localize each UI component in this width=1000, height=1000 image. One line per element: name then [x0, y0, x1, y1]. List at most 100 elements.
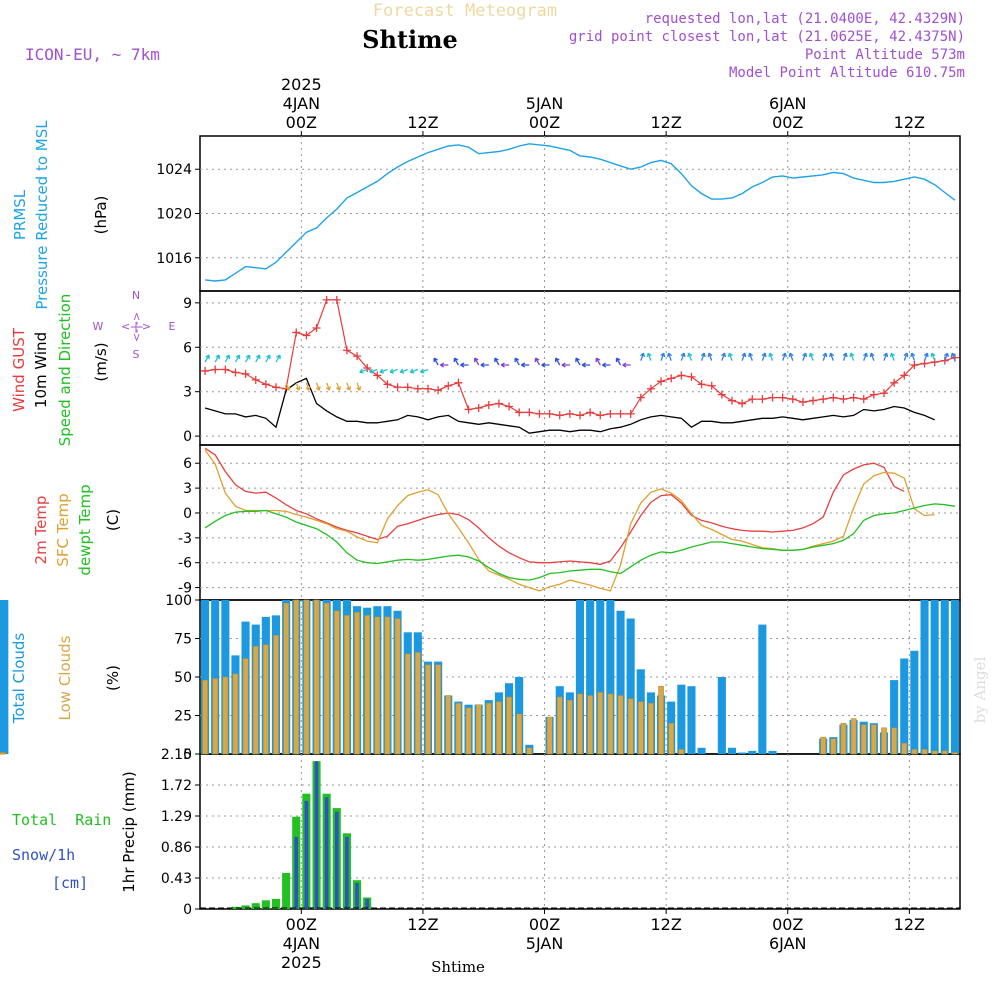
x-tick-label-top: 00Z — [772, 113, 803, 132]
x-tick-label-top: 4JAN — [283, 94, 321, 113]
low-cloud-bar — [638, 701, 644, 755]
total-cloud-bar — [940, 600, 949, 754]
wind-direction-arrow — [646, 352, 652, 361]
pressure-unit: (hPa) — [92, 196, 110, 235]
wind-direction-arrow — [399, 368, 408, 374]
wind-direction-arrow — [622, 362, 631, 368]
total-cloud-bar — [748, 750, 757, 754]
temp-unit: (C) — [104, 509, 122, 531]
wind-direction-arrow — [359, 368, 368, 374]
gust-marker — [616, 409, 625, 418]
snow-bar — [324, 797, 329, 909]
gust-marker — [778, 393, 787, 402]
y-tick-label: 1020 — [156, 207, 192, 223]
low-cloud-bar — [293, 599, 300, 755]
low-cloud-bar — [840, 722, 847, 755]
x-tick-label-bottom: 4JAN — [283, 934, 321, 953]
low-cloud-bar — [891, 727, 897, 755]
compass-horizontal: <-|-> — [121, 320, 151, 333]
wind-direction-arrow — [346, 382, 352, 391]
gust-marker — [403, 383, 412, 392]
total-cloud-bar — [626, 618, 635, 754]
wind-direction-arrow — [615, 357, 622, 366]
gust-marker — [302, 331, 311, 340]
gust-marker — [626, 409, 635, 418]
low-cloud-bar — [334, 610, 340, 755]
x-tick-label-top: 5JAN — [526, 94, 564, 113]
wind-direction-arrow — [950, 352, 956, 361]
low-cloud-bar — [374, 616, 381, 755]
wind-direction-arrow — [849, 352, 855, 361]
y-tick-label: 3 — [183, 481, 192, 497]
wind-direction-arrow — [494, 357, 500, 366]
y-tick-label: -9 — [178, 581, 192, 597]
low-cloud-bar — [242, 658, 249, 755]
wind-direction-arrow — [534, 357, 541, 366]
wind-compass: N <-|-> S W <-|-> E — [93, 289, 176, 361]
wind-unit: (m/s) — [92, 342, 110, 381]
rain-bar — [241, 905, 250, 909]
wind-direction-arrow — [433, 357, 439, 366]
wind-direction-arrow — [923, 352, 929, 361]
snow-bar — [335, 811, 339, 909]
gust-marker — [586, 408, 595, 417]
low-cloud-bar — [658, 685, 664, 755]
wind-direction-arrow — [680, 352, 686, 361]
gust-marker — [667, 374, 676, 383]
point-altitude: Point Altitude 573m — [805, 47, 965, 63]
low-cloud-bar — [384, 616, 391, 755]
y-tick-label: 25 — [174, 709, 192, 725]
series-sfc-temp — [204, 449, 935, 592]
gust-marker — [444, 381, 453, 390]
dewpt-label: dewpt Temp — [76, 484, 94, 575]
x-tick-label-bottom: 6JAN — [769, 934, 807, 953]
low-cloud-bar — [668, 722, 675, 755]
wind-direction-arrow — [602, 362, 611, 368]
gust-marker — [697, 380, 706, 389]
x-tick-label-top: 12Z — [650, 113, 681, 132]
low-cloud-bar — [202, 679, 208, 755]
wind-direction-arrow — [943, 352, 949, 361]
low-cloud-bar — [445, 695, 452, 755]
wind-direction-arrow — [808, 352, 814, 361]
x-tick-label-bottom: 12Z — [894, 915, 925, 934]
total-cloud-bar — [930, 600, 939, 754]
wind-direction-arrow — [234, 354, 241, 363]
low-cloud-bar — [577, 693, 583, 755]
gust-marker — [890, 378, 899, 387]
series-temp2m — [204, 447, 905, 566]
gust-marker — [373, 371, 382, 380]
gust-marker — [829, 393, 838, 402]
low-cloud-bar — [556, 696, 563, 755]
wind-direction-arrow — [335, 382, 341, 391]
x-tick-label-bottom: 12Z — [650, 915, 681, 934]
gust-marker — [738, 399, 747, 408]
wind-direction-arrow — [687, 352, 693, 361]
total-cloud-bar — [687, 686, 696, 754]
x-tick-label-bottom: 00Z — [529, 915, 560, 934]
temp2m-label: 2m Temp — [32, 496, 50, 565]
gust-marker — [211, 365, 220, 374]
gust-marker — [484, 401, 493, 410]
wind-direction-arrow — [325, 382, 331, 391]
low-cloud-bar — [455, 702, 462, 755]
pressure-label-b: Pressure Reduced to MSL — [33, 120, 51, 310]
total-cloud-bar — [575, 600, 584, 754]
low-cloud-bar — [404, 653, 411, 755]
low-cloud-bar — [465, 707, 472, 755]
low-cloud-bar — [942, 750, 948, 755]
low-cloud-bar — [931, 750, 938, 755]
gust-marker — [636, 393, 645, 402]
low-cloud-bar — [850, 718, 857, 755]
total-cloud-bar — [0, 603, 9, 754]
gust-marker — [555, 411, 564, 420]
station-title: Shtime — [362, 25, 458, 54]
wind-direction-arrow — [575, 357, 581, 366]
wind-direction-arrow — [275, 354, 281, 363]
total-cloud-bar — [677, 684, 686, 754]
model-altitude: Model Point Altitude 610.75m — [729, 65, 965, 81]
y-tick-label: 2.15 — [161, 747, 192, 763]
low-cloud-bar — [425, 664, 431, 755]
gust-marker — [292, 328, 301, 337]
total-cloud-bar — [0, 703, 9, 754]
